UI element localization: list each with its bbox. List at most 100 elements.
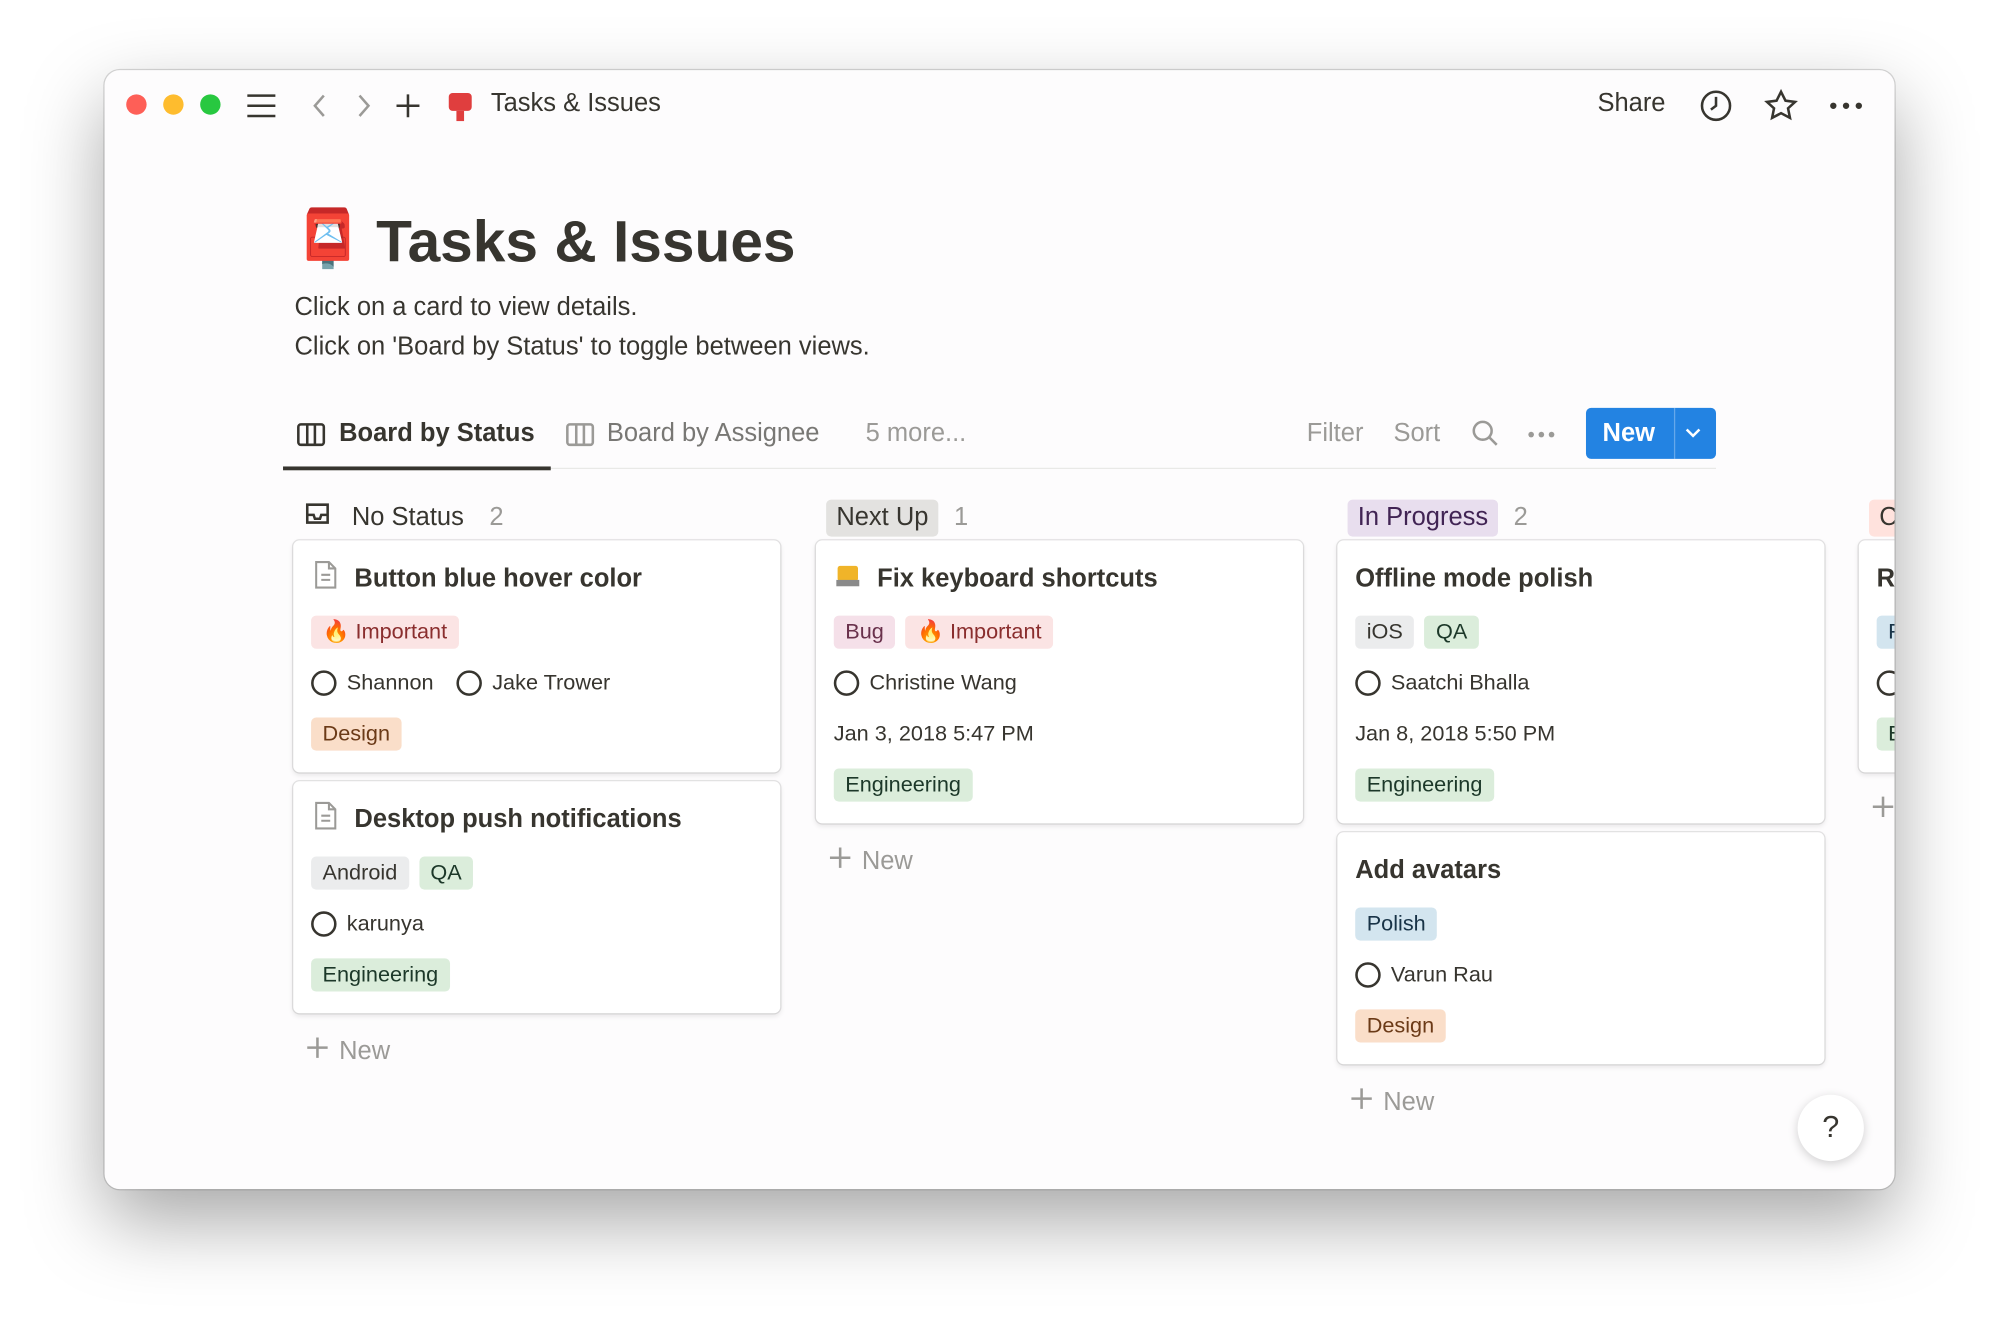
toolbar-right-icons [1700, 88, 1862, 122]
help-button[interactable]: ? [1797, 1094, 1864, 1162]
add-card[interactable]: New [816, 832, 1303, 891]
card-title-row: Add avatars [1355, 850, 1806, 891]
team-tag: E [1876, 717, 1895, 751]
search-icon[interactable] [1472, 420, 1498, 446]
avatar [456, 670, 483, 696]
history-icon[interactable] [1700, 90, 1732, 122]
card-title: Desktop push notifications [354, 804, 682, 833]
board-icon [566, 423, 595, 447]
card-title-row: Offline mode polish [1355, 558, 1806, 599]
new-button[interactable]: New [1585, 407, 1717, 459]
favorite-icon[interactable] [1764, 88, 1798, 121]
toolbar-icons [247, 93, 472, 122]
tag: Android [311, 856, 409, 890]
add-card[interactable]: New [1337, 1073, 1824, 1132]
card[interactable]: RP E [1858, 540, 1895, 773]
card[interactable]: Offline mode polish iOS QA Saatchi Bhalla Ja… [1337, 540, 1825, 824]
card-title-row: R [1877, 558, 1895, 599]
search-and-more [1472, 420, 1555, 446]
team-tag: Engineering [833, 768, 973, 802]
column-header: C [1859, 495, 1895, 541]
more-views[interactable]: 5 more... [865, 419, 967, 448]
filter-button[interactable]: Filter [1306, 419, 1364, 448]
team-tag: Design [311, 717, 402, 751]
new-button-divider [1673, 407, 1676, 459]
people-row: karunya [311, 899, 762, 950]
plus-icon [1350, 1087, 1373, 1118]
add-card[interactable] [1859, 781, 1895, 840]
team-row: Engineering [833, 760, 1285, 811]
avatar [311, 911, 337, 937]
avatar [311, 670, 337, 696]
add-icon[interactable] [396, 94, 420, 118]
view-tab-active[interactable]: Board by Status [339, 419, 535, 448]
tag: QA [418, 856, 474, 890]
card-title: R [1876, 563, 1895, 593]
page-title: Tasks & Issues [376, 207, 796, 275]
add-card[interactable]: New [293, 1022, 780, 1081]
page-icon-post [456, 110, 465, 122]
person-name: Saatchi Bhalla [1390, 670, 1530, 695]
card[interactable]: Button blue hover color 🔥 Important Shanno… [293, 540, 781, 773]
card[interactable]: Add avatars Polish Varun Rau Design [1337, 832, 1825, 1065]
page-icon: 📮 [293, 207, 364, 271]
new-button-label: New [1602, 419, 1655, 448]
people-row: Shannon Jake Trower [311, 658, 762, 709]
person-name: Shannon [346, 670, 434, 695]
board-column: CRP E [1858, 495, 1895, 840]
avatar [1355, 670, 1381, 696]
active-tab-underline [283, 466, 551, 471]
tag: 🔥 Important [905, 615, 1054, 649]
tag: QA [1424, 615, 1479, 649]
column-name: No Status [351, 502, 464, 531]
tag: iOS [1355, 615, 1415, 649]
board-icon [297, 423, 326, 447]
column-count: 2 [489, 502, 504, 531]
tags-row: 🔥 Important [311, 607, 762, 658]
forward-icon[interactable] [358, 94, 371, 117]
more-icon[interactable] [1528, 431, 1555, 438]
card-title-row: Desktop push notifications [311, 799, 762, 840]
minimize-button[interactable] [163, 94, 184, 115]
window-title: Tasks & Issues [490, 89, 661, 118]
board-column: In Progress 2 Offline mode polish iOS QA Saat… [1337, 495, 1825, 1132]
person-name: karunya [346, 911, 424, 936]
menu-icon[interactable] [247, 94, 276, 118]
people-row [1876, 658, 1895, 709]
new-dropdown-icon[interactable] [1683, 426, 1703, 441]
column-header: In Progress 2 [1337, 495, 1824, 541]
tags-row: Polish [1355, 899, 1806, 950]
back-icon[interactable] [313, 94, 325, 117]
people-row: Saatchi Bhalla [1355, 658, 1806, 709]
close-button[interactable] [126, 94, 147, 115]
tag: P [1876, 615, 1895, 649]
tag: 🔥 Important [311, 615, 459, 649]
card[interactable]: Fix keyboard shortcuts Bug 🔥 Important Chri… [815, 540, 1303, 824]
zoom-button[interactable] [200, 94, 221, 115]
emoji-icon [834, 561, 862, 597]
description-line: Click on a card to view details. [294, 293, 638, 322]
column-header: No Status 2 [293, 495, 780, 541]
card-title: Offline mode polish [1355, 563, 1594, 593]
plus-icon [829, 846, 852, 877]
plus-icon [1872, 795, 1895, 826]
card[interactable]: Desktop push notifications Android QA karun… [293, 781, 781, 1014]
avatar [1876, 670, 1895, 696]
card-title: Fix keyboard shortcuts [877, 563, 1158, 593]
view-tab[interactable]: Board by Assignee [606, 419, 820, 448]
team-tag: Engineering [1355, 768, 1494, 802]
more-icon[interactable] [1830, 102, 1862, 109]
sort-button[interactable]: Sort [1393, 419, 1441, 448]
share-button[interactable]: Share [1597, 89, 1666, 118]
doc-icon [311, 800, 339, 838]
inbox-icon [303, 500, 331, 536]
date-row: Jan 8, 2018 5:50 PM [1355, 721, 1556, 746]
tag: Bug [833, 615, 896, 649]
card-title: Add avatars [1355, 855, 1502, 884]
description-line: Click on 'Board by Status' to toggle bet… [294, 332, 870, 361]
person-name: Christine Wang [869, 670, 1017, 695]
avatar [1355, 962, 1381, 988]
card-title: Button blue hover color [354, 563, 642, 593]
add-label: New [861, 846, 913, 875]
